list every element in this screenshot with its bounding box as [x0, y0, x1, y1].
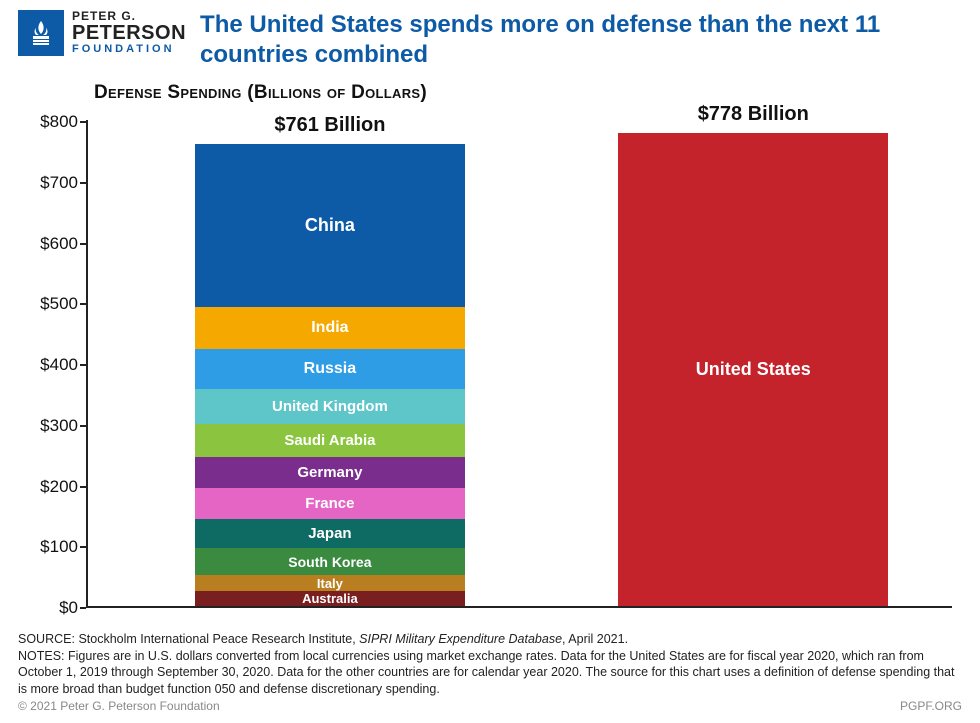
- segment-china: China: [195, 144, 465, 307]
- y-tick-label: $600: [18, 234, 78, 254]
- plot-region: $761 BillionChinaIndiaRussiaUnited Kingd…: [86, 120, 952, 608]
- source-text-2: , April 2021.: [562, 632, 628, 646]
- bar-us-total-label: $778 Billion: [618, 103, 888, 126]
- y-tick-label: $100: [18, 537, 78, 557]
- footer-bottom: © 2021 Peter G. Peterson Foundation PGPF…: [18, 699, 962, 715]
- site-link: PGPF.ORG: [900, 699, 962, 715]
- segment-south-korea: South Korea: [195, 548, 465, 575]
- segment-saudi-arabia: Saudi Arabia: [195, 424, 465, 457]
- y-tick-label: $800: [18, 112, 78, 132]
- logo-line2: PETERSON: [72, 23, 186, 44]
- bar-us: $778 BillionUnited States: [618, 133, 888, 606]
- notes-text: Figures are in U.S. dollars converted fr…: [18, 649, 954, 696]
- source-text-1: Stockholm International Peace Research I…: [78, 632, 359, 646]
- footer: SOURCE: Stockholm International Peace Re…: [18, 631, 962, 715]
- y-tick-label: $500: [18, 294, 78, 314]
- segment-japan: Japan: [195, 519, 465, 548]
- logo-line3: FOUNDATION: [72, 44, 186, 56]
- notes-prefix: NOTES:: [18, 649, 68, 663]
- logo: PETER G. PETERSON FOUNDATION: [18, 10, 186, 56]
- y-tick-label: $200: [18, 477, 78, 497]
- chart-title: Defense Spending (Billions of Dollars): [94, 82, 980, 104]
- notes-line: NOTES: Figures are in U.S. dollars conve…: [18, 648, 962, 698]
- source-line: SOURCE: Stockholm International Peace Re…: [18, 631, 962, 648]
- copyright: © 2021 Peter G. Peterson Foundation: [18, 699, 220, 715]
- header: PETER G. PETERSON FOUNDATION The United …: [0, 0, 980, 74]
- segment-india: India: [195, 307, 465, 349]
- bar-combined-total-label: $761 Billion: [195, 114, 465, 137]
- logo-mark: [18, 10, 64, 56]
- segment-germany: Germany: [195, 457, 465, 488]
- y-tick-label: $700: [18, 173, 78, 193]
- y-tick-label: $300: [18, 416, 78, 436]
- source-italic: SIPRI Military Expenditure Database: [359, 632, 562, 646]
- segment-united-states: United States: [618, 133, 888, 606]
- segment-united-kingdom: United Kingdom: [195, 389, 465, 424]
- y-tick-label: $0: [18, 598, 78, 618]
- headline: The United States spends more on defense…: [200, 10, 962, 70]
- torch-icon: [26, 18, 56, 48]
- chart-area: $0$100$200$300$400$500$600$700$800 $761 …: [18, 110, 962, 608]
- logo-text: PETER G. PETERSON FOUNDATION: [72, 10, 186, 55]
- segment-france: France: [195, 488, 465, 519]
- source-prefix: SOURCE:: [18, 632, 78, 646]
- segment-australia: Australia: [195, 591, 465, 606]
- y-tick-label: $400: [18, 355, 78, 375]
- bar-combined: $761 BillionChinaIndiaRussiaUnited Kingd…: [195, 144, 465, 606]
- segment-italy: Italy: [195, 575, 465, 591]
- segment-russia: Russia: [195, 349, 465, 388]
